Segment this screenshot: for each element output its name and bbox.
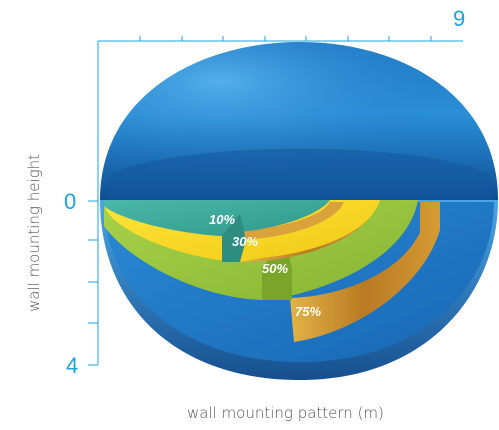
x-axis bbox=[98, 36, 463, 42]
zone-50-label: 50% bbox=[262, 261, 288, 276]
x-axis-max-label: 9 bbox=[453, 6, 465, 31]
zone-50-gold-wall bbox=[290, 202, 440, 342]
zone-30-gold-wall-inner bbox=[240, 202, 344, 240]
dome-band bbox=[108, 148, 492, 200]
zone-10-label: 10% bbox=[209, 212, 235, 227]
x-axis-title: wall mounting pattern (m) bbox=[187, 404, 384, 422]
y-axis-max-label: 4 bbox=[66, 353, 78, 378]
zone-75-label: 75% bbox=[295, 304, 321, 319]
y-axis-origin-label: 0 bbox=[64, 189, 76, 214]
y-axis bbox=[88, 41, 99, 366]
zone-10-slope bbox=[222, 214, 246, 262]
y-axis-title: wall mounting height bbox=[25, 154, 43, 312]
zone-30-label: 30% bbox=[232, 234, 258, 249]
zone-10-area bbox=[104, 200, 330, 236]
